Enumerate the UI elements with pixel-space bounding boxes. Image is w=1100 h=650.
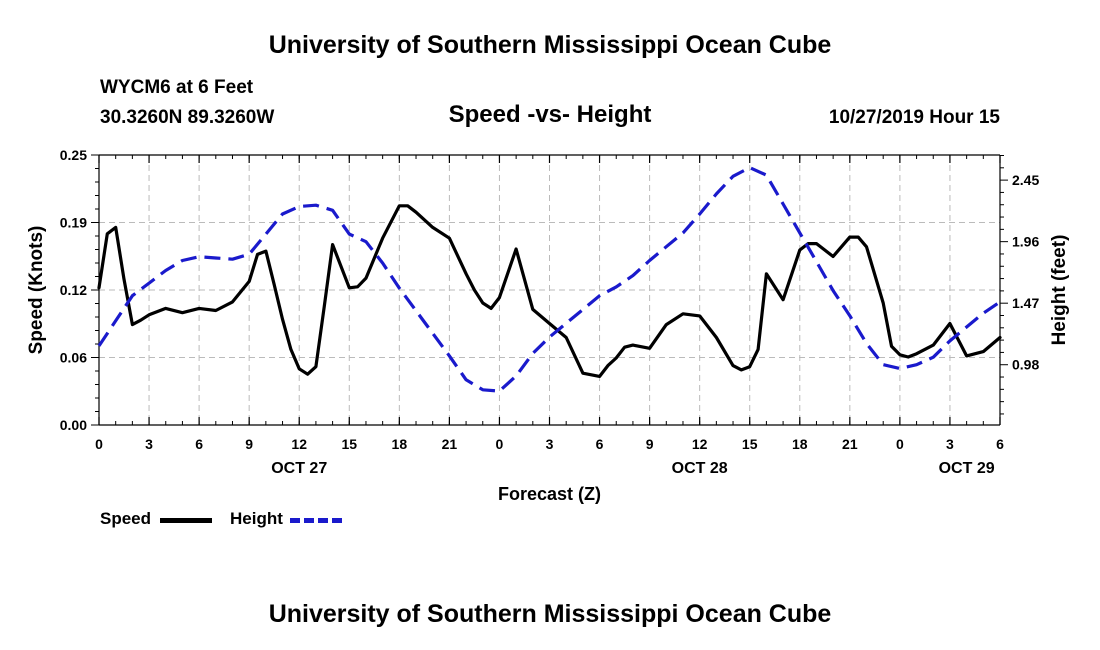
x-tick-label-15: 21 [842, 436, 858, 452]
y-tick-label-3: 0.19 [60, 215, 87, 231]
y-tick-label-1: 0.06 [60, 350, 87, 366]
series-line-speed [97, 204, 1002, 378]
x-tick-label-10: 6 [596, 436, 604, 452]
x-tick-label-7: 21 [442, 436, 458, 452]
legend-speed-label: Speed [100, 509, 152, 528]
x-tick-label-18: 6 [996, 436, 1004, 452]
footer-title: University of Southern Mississippi Ocean… [268, 600, 832, 628]
coordinates-label: 30.3260N 89.3260W [100, 107, 275, 128]
date-label-2: OCT 29 [939, 460, 995, 477]
x-tick-label-2: 6 [195, 436, 203, 452]
x-tick-label-13: 15 [742, 436, 758, 452]
y2-tick-label-1: 1.47 [1012, 295, 1039, 311]
x-axis-title: Forecast (Z) [498, 484, 601, 504]
y2-tick-label-2: 1.96 [1012, 234, 1039, 250]
x-tick-label-16: 0 [896, 436, 904, 452]
x-tick-label-5: 15 [341, 436, 357, 452]
legend-height-swatch [290, 518, 342, 523]
x-tick-label-8: 0 [496, 436, 504, 452]
x-tick-label-3: 9 [245, 436, 253, 452]
y-tick-label-4: 0.25 [60, 147, 87, 163]
x-tick-label-4: 12 [291, 436, 307, 452]
page-title: University of Southern Mississippi Ocean… [268, 31, 832, 59]
x-tick-label-11: 9 [646, 436, 654, 452]
x-tick-label-14: 18 [792, 436, 808, 452]
y-tick-label-2: 0.12 [60, 282, 87, 298]
x-tick-label-17: 3 [946, 436, 954, 452]
y-axis-title-left: Speed (Knots) [26, 226, 47, 355]
station-label: WYCM6 at 6 Feet [100, 77, 254, 98]
date-label-1: OCT 28 [672, 460, 728, 477]
y-tick-label-0: 0.00 [60, 417, 87, 433]
x-tick-label-1: 3 [145, 436, 153, 452]
y2-tick-label-0: 0.98 [1012, 357, 1039, 373]
x-tick-label-12: 12 [692, 436, 708, 452]
x-tick-label-6: 18 [392, 436, 408, 452]
legend-height-label: Height [230, 509, 283, 528]
datetime-label: 10/27/2019 Hour 15 [828, 107, 1000, 128]
chart-subtitle: Speed -vs- Height [448, 101, 652, 128]
x-tick-label-0: 0 [95, 436, 103, 452]
legend-speed-swatch [160, 518, 212, 523]
y-axis-title-right: Height (feet) [1049, 235, 1070, 346]
series-line-height [97, 166, 1001, 393]
x-tick-label-9: 3 [546, 436, 554, 452]
y2-tick-label-3: 2.45 [1012, 172, 1039, 188]
date-label-0: OCT 27 [271, 460, 327, 477]
